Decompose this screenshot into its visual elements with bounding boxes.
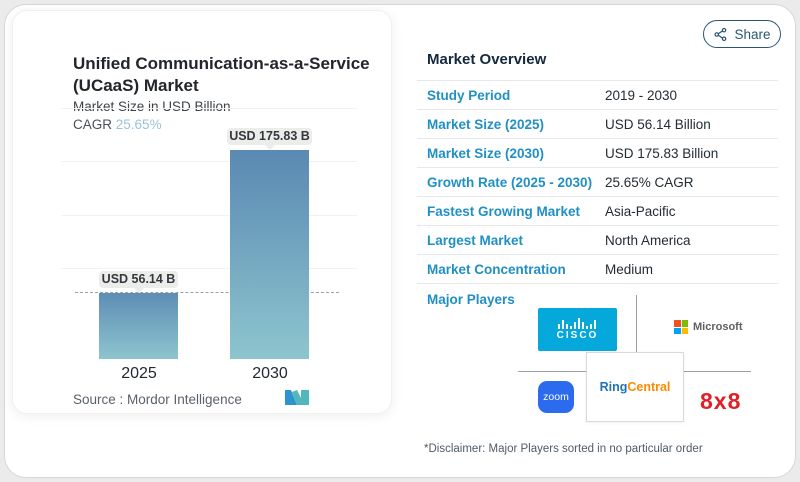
table-row: Market Size (2025) USD 56.14 Billion bbox=[417, 110, 778, 139]
bar-2030 bbox=[230, 150, 309, 359]
zoom-wordmark: zoom bbox=[543, 391, 569, 403]
chart-subtitle: Market Size in USD Billion bbox=[73, 99, 231, 114]
microsoft-wordmark: Microsoft bbox=[693, 321, 743, 333]
market-overview-table: Study Period 2019 - 2030 Market Size (20… bbox=[417, 80, 778, 284]
row-label: Market Concentration bbox=[427, 261, 566, 277]
table-row: Fastest Growing Market Asia-Pacific bbox=[417, 197, 778, 226]
table-row: Study Period 2019 - 2030 bbox=[417, 81, 778, 110]
ringcentral-logo: RingCentral bbox=[586, 352, 684, 422]
microsoft-logo: Microsoft bbox=[674, 320, 743, 334]
reference-dashed-line bbox=[75, 292, 339, 293]
x-axis-label-2025: 2025 bbox=[121, 365, 157, 382]
bar-2025 bbox=[99, 293, 178, 359]
table-row: Growth Rate (2025 - 2030) 25.65% CAGR bbox=[417, 168, 778, 197]
row-value: USD 175.83 Billion bbox=[605, 145, 719, 161]
row-label: Market Size (2030) bbox=[427, 145, 545, 161]
bar-label-pointer bbox=[265, 145, 275, 150]
cagr-line: CAGR 25.65% bbox=[73, 117, 162, 132]
disclaimer-text: *Disclaimer: Major Players sorted in no … bbox=[424, 443, 703, 455]
share-icon bbox=[714, 27, 727, 41]
chart-gridline bbox=[61, 108, 357, 109]
row-label: Study Period bbox=[427, 87, 511, 103]
chart-title-line2: (UCaaS) Market bbox=[73, 76, 199, 96]
table-row: Market Size (2030) USD 175.83 Billion bbox=[417, 139, 778, 168]
bar-label-pointer bbox=[134, 288, 144, 293]
mordor-intelligence-logo bbox=[285, 390, 309, 410]
row-value: 25.65% CAGR bbox=[605, 174, 694, 190]
table-row: Largest Market North America bbox=[417, 226, 778, 255]
bar-label-2025: USD 56.14 B bbox=[99, 271, 178, 288]
x-axis-label-2030: 2030 bbox=[252, 365, 288, 382]
table-row: Market Concentration Medium bbox=[417, 255, 778, 284]
row-value: North America bbox=[605, 232, 691, 248]
major-players-logos: CISCO Microsoft RingCentral zoom 8x8 bbox=[417, 290, 778, 435]
cisco-bars-icon bbox=[557, 318, 596, 329]
row-value: Asia-Pacific bbox=[605, 203, 676, 219]
8x8-logo: 8x8 bbox=[700, 388, 742, 414]
cagr-label: CAGR bbox=[73, 117, 113, 132]
chart-gridline bbox=[61, 268, 357, 269]
bar-label-2030: USD 175.83 B bbox=[227, 128, 312, 145]
cisco-logo: CISCO bbox=[538, 308, 617, 351]
major-players-label: Major Players bbox=[427, 292, 515, 307]
row-value: 2019 - 2030 bbox=[605, 87, 678, 103]
row-value: USD 56.14 Billion bbox=[605, 116, 711, 132]
players-divider-vertical bbox=[636, 295, 637, 352]
chart-gridline bbox=[61, 161, 357, 162]
row-label: Market Size (2025) bbox=[427, 116, 545, 132]
chart-panel: Unified Communication-as-a-Service (UCaa… bbox=[12, 10, 392, 414]
chart-title: Unified Communication-as-a-Service (UCaa… bbox=[73, 53, 370, 98]
cagr-value: 25.65% bbox=[115, 117, 162, 132]
source-attribution: Source : Mordor Intelligence bbox=[73, 392, 242, 407]
share-button-label: Share bbox=[734, 26, 771, 42]
row-label: Fastest Growing Market bbox=[427, 203, 581, 219]
chart-gridline bbox=[61, 215, 357, 216]
chart-title-line1: Unified Communication-as-a-Service bbox=[73, 54, 370, 73]
share-button[interactable]: Share bbox=[703, 20, 781, 48]
zoom-logo: zoom bbox=[538, 381, 574, 413]
microsoft-squares-icon bbox=[674, 320, 688, 334]
row-label: Largest Market bbox=[427, 232, 524, 248]
ringcentral-wordmark: RingCentral bbox=[599, 380, 671, 394]
cisco-wordmark: CISCO bbox=[556, 330, 599, 341]
market-overview-heading: Market Overview bbox=[427, 51, 547, 68]
row-label: Growth Rate (2025 - 2030) bbox=[427, 174, 593, 190]
row-value: Medium bbox=[605, 261, 654, 277]
